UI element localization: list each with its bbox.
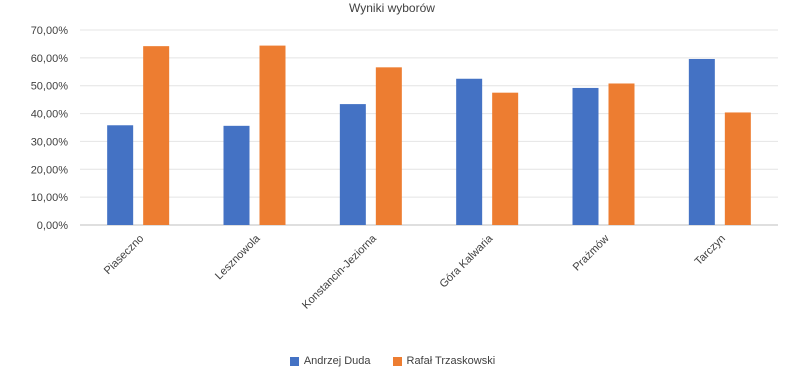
y-tick-label: 10,00% [31, 192, 69, 204]
x-category-label: Góra Kalwaria [438, 232, 496, 290]
bar-series-2 [259, 45, 286, 225]
x-category-label: Lesznowola [213, 232, 263, 282]
bar-series-1 [688, 58, 715, 225]
bar-series-1 [223, 125, 250, 225]
bar-series-2 [724, 112, 751, 225]
bar-series-2 [608, 83, 635, 225]
y-tick-label: 50,00% [31, 81, 69, 93]
legend-label-series-2: Rafał Trzaskowski [406, 355, 496, 367]
legend-item-series-2: Rafał Trzaskowski [392, 355, 496, 367]
bar-series-1 [107, 125, 134, 225]
y-tick-label: 20,00% [31, 164, 69, 176]
x-axis-category-labels: Piaseczno Lesznowola Konstancin-Jeziorna Gó… [102, 232, 728, 312]
x-category-label: Tarczyn [693, 233, 728, 268]
y-axis-tick-labels: 0,00% 10,00% 20,00% 30,00% 40,00% 50,00% 60,00… [31, 25, 69, 232]
gridlines [80, 29, 778, 226]
x-category-label: Piaseczno [102, 233, 146, 277]
y-tick-label: 30,00% [31, 136, 69, 148]
bar-series-2 [143, 46, 170, 226]
x-category-label: Konstancin-Jeziorna [300, 232, 380, 312]
legend-label-series-1: Andrzej Duda [303, 355, 371, 367]
x-category-label: Prażmów [571, 233, 612, 274]
chart-title: Wyniki wyborów [349, 1, 435, 15]
bar-series-2 [492, 92, 519, 225]
legend-item-series-1: Andrzej Duda [289, 355, 371, 367]
legend-swatch-series-1 [289, 356, 299, 366]
y-tick-label: 60,00% [31, 53, 69, 65]
y-tick-label: 70,00% [31, 25, 69, 37]
bar-series-1 [339, 104, 366, 225]
bar-series-1 [572, 87, 599, 225]
y-tick-label: 40,00% [31, 109, 69, 121]
bars [107, 45, 751, 226]
y-tick-label: 0,00% [37, 220, 68, 232]
bar-series-2 [375, 67, 402, 225]
legend: Andrzej Duda Rafał Trzaskowski [0, 355, 785, 367]
legend-swatch-series-2 [392, 356, 402, 366]
bar-series-1 [456, 78, 483, 225]
